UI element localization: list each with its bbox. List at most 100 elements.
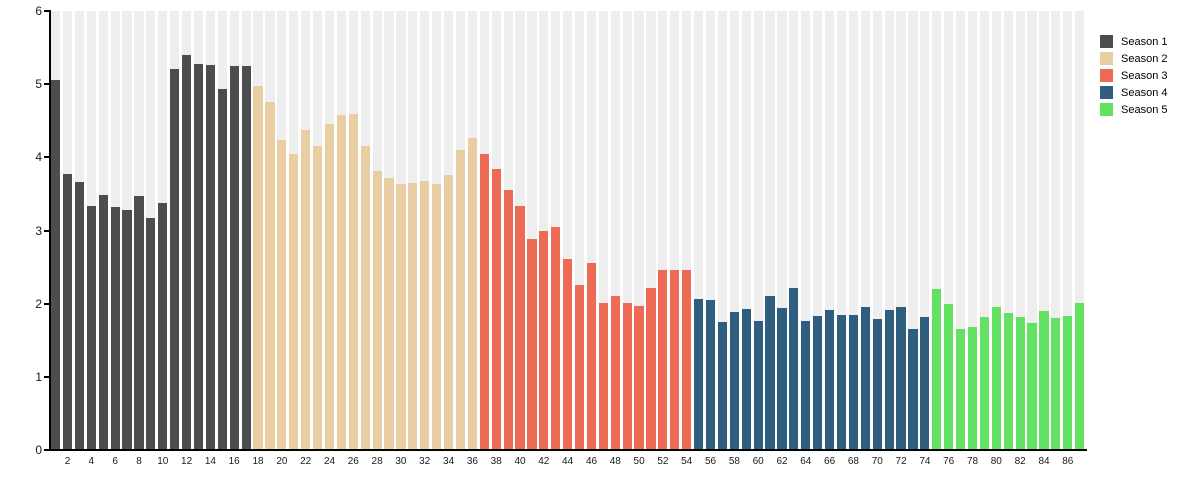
x-axis-label-26: 26 <box>347 456 359 467</box>
bar-episode-80 <box>991 307 1001 450</box>
x-axis-label-4: 4 <box>88 456 95 467</box>
x-axis-label-66: 66 <box>824 456 836 467</box>
background-stripe <box>896 11 906 450</box>
x-axis-label-74: 74 <box>919 456 931 467</box>
bar-episode-3 <box>74 182 84 450</box>
background-stripe <box>1039 11 1049 450</box>
bar-episode-31 <box>408 182 418 450</box>
bar-episode-51 <box>646 288 656 450</box>
y-tick-1 <box>44 375 51 378</box>
bar-episode-77 <box>956 329 966 450</box>
background-stripe <box>682 11 692 450</box>
background-stripe <box>979 11 990 450</box>
x-axis-label-52: 52 <box>657 456 669 467</box>
bar-episode-78 <box>967 327 978 450</box>
background-stripe <box>872 11 882 450</box>
bar-episode-20 <box>277 139 287 450</box>
x-axis-label-78: 78 <box>966 456 979 467</box>
background-stripe <box>777 11 787 450</box>
background-stripe <box>741 11 751 450</box>
bar-episode-71 <box>884 310 894 450</box>
background-stripe <box>789 11 799 450</box>
x-axis-label-10: 10 <box>157 456 169 467</box>
x-axis-label-8: 8 <box>136 456 142 467</box>
x-axis-label-62: 62 <box>776 456 788 467</box>
background-stripe <box>586 11 597 450</box>
legend-item-season-5: Season 5 <box>1100 101 1167 118</box>
bar-episode-17 <box>241 65 251 450</box>
x-axis-label-54: 54 <box>681 456 693 467</box>
background-stripe <box>634 11 644 450</box>
bar-episode-21 <box>289 153 299 450</box>
y-tick-0 <box>44 449 51 451</box>
background-stripe <box>574 11 585 450</box>
x-axis-label-18: 18 <box>252 456 264 467</box>
bar-episode-27 <box>360 145 370 450</box>
bar-episode-25 <box>336 114 346 450</box>
background-stripe <box>539 11 549 450</box>
bar-episode-35 <box>455 150 466 450</box>
x-axis-label-70: 70 <box>871 456 883 467</box>
background-stripe <box>848 11 859 450</box>
legend-item-season-3: Season 3 <box>1100 67 1167 84</box>
bar-episode-10 <box>158 203 168 450</box>
background-stripe <box>622 11 632 450</box>
bar-episode-14 <box>205 65 215 450</box>
x-axis-label-36: 36 <box>466 456 478 467</box>
legend-item-season-2: Season 2 <box>1100 50 1167 67</box>
bar-episode-41 <box>527 238 537 450</box>
bar-episode-4 <box>86 205 96 450</box>
bar-episode-65 <box>813 316 823 450</box>
legend-label-season-5: Season 5 <box>1121 103 1168 116</box>
x-axis-label-22: 22 <box>300 456 312 467</box>
x-axis-label-84: 84 <box>1038 456 1050 467</box>
bar-episode-39 <box>503 189 513 450</box>
x-axis-label-6: 6 <box>112 456 118 467</box>
legend-label-season-1: Season 1 <box>1121 35 1168 48</box>
background-stripe <box>932 11 942 450</box>
background-stripe <box>920 11 930 450</box>
legend: Season 1 Season 2 Season 3 Season 4 Season 5 <box>1100 33 1167 118</box>
bar-episode-48 <box>610 296 620 450</box>
bar-episode-56 <box>705 300 716 450</box>
y-axis-label-4: 4 <box>35 150 42 165</box>
background-stripe <box>527 11 537 450</box>
background-stripe <box>598 11 608 450</box>
x-axis-label-24: 24 <box>323 456 336 467</box>
bar-episode-61 <box>765 296 775 450</box>
x-axis-line <box>44 449 1087 451</box>
bar-episode-8 <box>134 196 144 450</box>
bar-episode-42 <box>539 231 549 450</box>
y-tick-4 <box>44 156 51 159</box>
background-stripe <box>884 11 894 450</box>
x-axis-label-34: 34 <box>443 456 455 467</box>
bar-episode-38 <box>491 169 501 450</box>
x-axis-label-44: 44 <box>562 456 574 467</box>
background-stripe <box>658 11 668 450</box>
bar-episode-28 <box>372 171 382 450</box>
x-axis-label-58: 58 <box>728 456 740 467</box>
x-axis-label-28: 28 <box>371 456 383 467</box>
background-stripe <box>1075 11 1085 450</box>
background-stripe <box>646 11 656 450</box>
x-axis-label-14: 14 <box>204 456 216 467</box>
bar-episode-18 <box>253 86 263 450</box>
bar-episode-75 <box>932 289 942 450</box>
legend-label-season-4: Season 4 <box>1121 86 1168 99</box>
bar-episode-1 <box>51 79 61 450</box>
background-stripe <box>1063 11 1073 450</box>
x-axis-label-12: 12 <box>181 456 193 467</box>
y-tick-2 <box>44 302 51 305</box>
background-stripe <box>694 11 704 450</box>
x-axis-label-82: 82 <box>1014 456 1026 467</box>
bar-episode-54 <box>682 270 692 450</box>
background-stripe <box>908 11 918 450</box>
bar-episode-36 <box>467 137 477 450</box>
bar-episode-16 <box>229 65 239 450</box>
background-stripe <box>991 11 1001 450</box>
bar-episode-33 <box>432 184 442 450</box>
background-stripe <box>801 11 811 450</box>
y-axis-label-2: 2 <box>35 296 42 311</box>
background-stripe <box>1051 11 1061 450</box>
